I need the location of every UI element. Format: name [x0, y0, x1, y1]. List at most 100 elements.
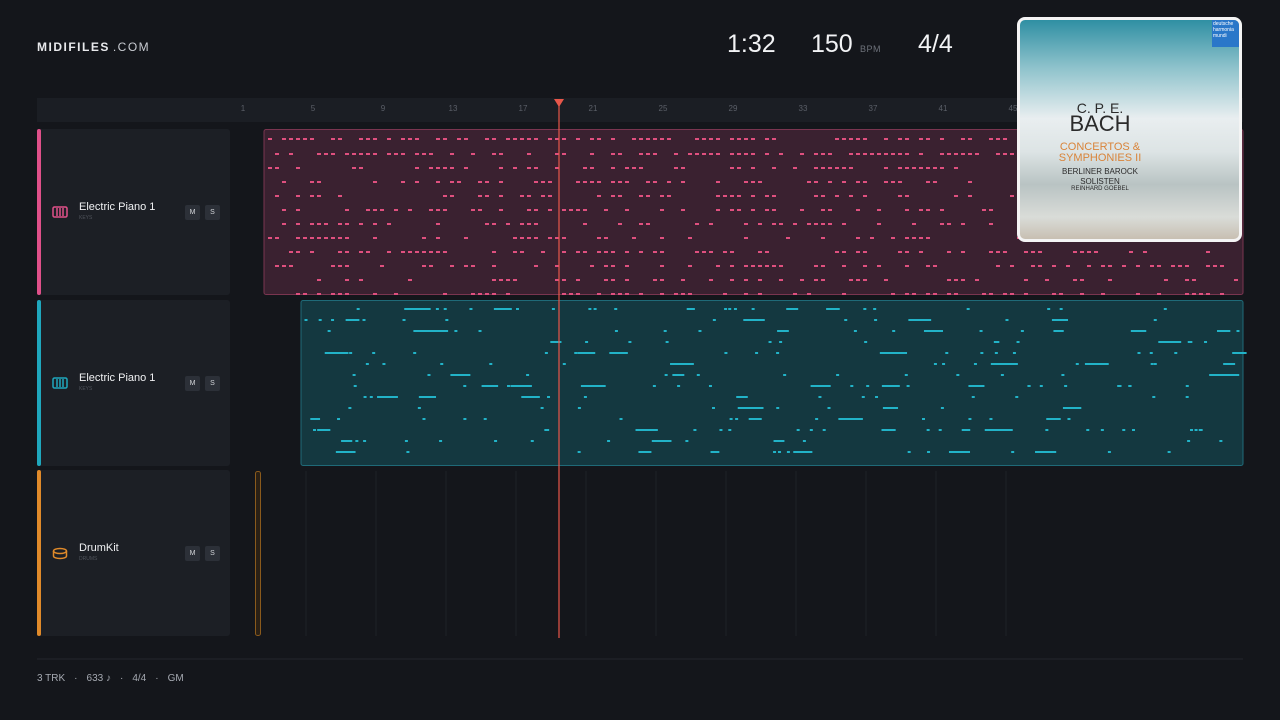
note — [1153, 319, 1157, 321]
note — [436, 237, 440, 239]
note — [1024, 251, 1028, 253]
note — [275, 167, 279, 169]
note — [1185, 385, 1189, 387]
clip-drum[interactable] — [255, 471, 261, 636]
note — [772, 195, 776, 197]
note — [776, 352, 780, 354]
note — [716, 195, 720, 197]
note — [898, 181, 902, 183]
note — [842, 223, 846, 225]
note — [940, 153, 944, 155]
logo[interactable]: MIDIFILES .COM — [37, 40, 150, 54]
note — [723, 251, 727, 253]
note — [755, 352, 759, 354]
note — [835, 167, 839, 169]
bar-number: 9 — [380, 104, 386, 113]
note — [436, 181, 440, 183]
note — [1164, 279, 1168, 281]
playhead-handle[interactable] — [554, 99, 564, 107]
solo-button[interactable]: S — [205, 376, 220, 391]
note — [353, 385, 357, 387]
note — [773, 440, 785, 442]
note — [513, 138, 517, 140]
note — [576, 293, 580, 295]
note — [660, 237, 664, 239]
note — [863, 153, 867, 155]
note — [562, 293, 566, 295]
note — [807, 293, 811, 295]
mute-button[interactable]: M — [185, 376, 200, 391]
note — [696, 374, 700, 376]
note — [1100, 429, 1104, 431]
note — [891, 153, 895, 155]
note — [835, 251, 839, 253]
track-header[interactable]: DrumKit DRUMS M S — [37, 470, 230, 636]
note — [275, 237, 279, 239]
note — [1067, 418, 1071, 420]
note — [686, 308, 695, 310]
note — [849, 138, 853, 140]
note — [583, 209, 587, 211]
note — [429, 209, 433, 211]
note — [359, 223, 363, 225]
clip-teal[interactable] — [300, 300, 1244, 466]
note — [1010, 153, 1014, 155]
note — [822, 429, 826, 431]
note — [1192, 279, 1196, 281]
note — [1206, 265, 1210, 267]
note — [338, 265, 342, 267]
note — [275, 153, 279, 155]
note — [723, 195, 727, 197]
track-header[interactable]: Electric Piano 1 KEYS M S — [37, 129, 230, 295]
note — [744, 153, 748, 155]
note — [891, 293, 895, 295]
note — [445, 319, 449, 321]
note — [1204, 341, 1208, 343]
note — [418, 396, 435, 398]
note — [765, 138, 769, 140]
note — [1038, 251, 1042, 253]
note — [1234, 279, 1238, 281]
note — [716, 265, 720, 267]
track-color — [37, 129, 41, 295]
note — [961, 279, 965, 281]
solo-button[interactable]: S — [205, 546, 220, 561]
note — [674, 167, 678, 169]
note — [877, 223, 881, 225]
note — [310, 418, 321, 420]
note — [728, 308, 732, 310]
note — [604, 265, 608, 267]
note — [282, 265, 286, 267]
note — [646, 153, 650, 155]
note — [751, 265, 755, 267]
note — [821, 167, 825, 169]
clip-pink[interactable] — [263, 129, 1244, 295]
note — [310, 181, 314, 183]
solo-button[interactable]: S — [205, 205, 220, 220]
note — [464, 138, 468, 140]
note — [667, 181, 671, 183]
note — [777, 451, 781, 453]
note — [611, 195, 615, 197]
note — [968, 153, 972, 155]
note — [513, 279, 517, 281]
note — [905, 265, 909, 267]
note — [926, 138, 930, 140]
note — [786, 451, 790, 453]
note — [338, 195, 342, 197]
note — [849, 195, 853, 197]
footer-item: 633 ♪ — [86, 673, 111, 684]
mute-button[interactable]: M — [185, 546, 200, 561]
bar-number: 29 — [728, 104, 738, 113]
note — [1190, 429, 1194, 431]
note — [877, 153, 881, 155]
note — [464, 265, 468, 267]
note — [961, 251, 965, 253]
note — [590, 153, 594, 155]
note — [667, 195, 671, 197]
track-header[interactable]: Electric Piano 1 KEYS M S — [37, 300, 230, 466]
mute-button[interactable]: M — [185, 205, 200, 220]
note — [338, 223, 342, 225]
note — [635, 429, 658, 431]
note — [1024, 279, 1028, 281]
